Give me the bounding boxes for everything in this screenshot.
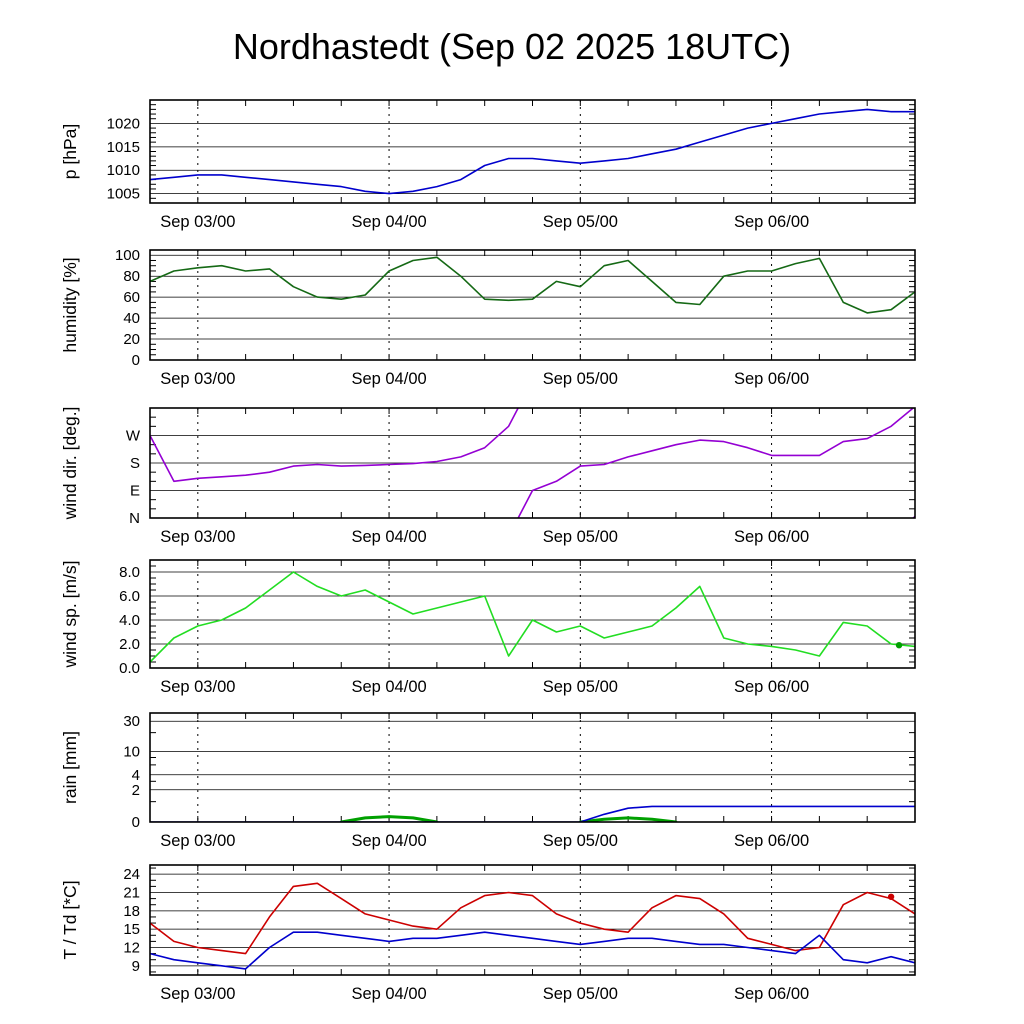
chart-title: Nordhastedt (Sep 02 2025 18UTC) — [232, 26, 792, 67]
y-tick-label: 1005 — [107, 186, 140, 203]
series-temperature — [150, 882, 915, 955]
x-tick-label: Sep 03/00 — [160, 678, 235, 696]
x-tick-label: Sep 03/00 — [160, 832, 235, 850]
y-tick-label: 0 — [132, 352, 140, 369]
y-tick-label: 1020 — [107, 115, 140, 132]
x-tick-label: Sep 05/00 — [543, 528, 618, 546]
y-tick-label: 10 — [123, 744, 140, 761]
x-tick-label: Sep 04/00 — [351, 985, 426, 1003]
x-tick-label: Sep 04/00 — [351, 213, 426, 231]
y-tick-label: 60 — [123, 289, 140, 306]
data-point-marker-wind-speed — [895, 642, 903, 649]
plot-box — [149, 249, 916, 361]
x-tick-label: Sep 05/00 — [543, 832, 618, 850]
y-tick-label: 40 — [123, 310, 140, 327]
y-tick-label: 1015 — [107, 139, 140, 156]
y-axis-label: T / Td [*C] — [60, 880, 80, 959]
y-tick-label: 100 — [115, 247, 140, 264]
plot-box — [149, 407, 916, 519]
y-axis-label: rain [mm] — [60, 731, 80, 804]
y-tick-label: 12 — [123, 940, 140, 957]
y-tick-label: 2 — [132, 782, 140, 799]
y-tick-label: 1010 — [107, 162, 140, 179]
series-group-pressure — [150, 108, 915, 195]
y-tick-label: 8.0 — [119, 564, 140, 581]
x-tick-label: Sep 05/00 — [543, 213, 618, 231]
series-group-humidity — [150, 256, 915, 314]
data-point-marker-temperature — [887, 893, 895, 900]
series-rain-rate — [339, 815, 439, 822]
y-tick-label: E — [130, 483, 140, 500]
x-tick-label: Sep 03/00 — [160, 213, 235, 231]
x-tick-label: Sep 06/00 — [734, 528, 809, 546]
y-tick-label: 6.0 — [119, 588, 140, 605]
x-tick-label: Sep 06/00 — [734, 370, 809, 388]
y-tick-label: 0 — [132, 814, 140, 831]
series-wind-speed — [150, 571, 915, 663]
plot-box — [149, 559, 916, 669]
x-tick-label: Sep 04/00 — [351, 832, 426, 850]
x-tick-label: Sep 03/00 — [160, 985, 235, 1003]
series-humidity — [150, 256, 915, 314]
y-tick-label: 0.0 — [119, 660, 140, 677]
x-tick-label: Sep 05/00 — [543, 370, 618, 388]
series-pressure — [150, 108, 915, 195]
y-tick-label: 30 — [123, 713, 140, 730]
panel-humidity: 0 20 40 60 80 100 Sep 03/00 Sep 04/00 Sep 05/00 S… — [60, 247, 916, 388]
series-dewpoint — [150, 931, 915, 970]
y-tick-label: 21 — [123, 885, 140, 902]
y-tick-label: 24 — [123, 866, 140, 883]
y-axis-label: wind dir. [deg.] — [60, 407, 80, 521]
x-tick-label: Sep 06/00 — [734, 832, 809, 850]
y-axis-label: wind sp. [m/s] — [60, 561, 80, 669]
y-tick-label: N — [129, 510, 140, 527]
x-tick-label: Sep 05/00 — [543, 678, 618, 696]
y-tick-label: S — [130, 455, 140, 472]
y-tick-label: 15 — [123, 921, 140, 938]
x-tick-label: Sep 05/00 — [543, 985, 618, 1003]
x-tick-label: Sep 04/00 — [351, 528, 426, 546]
series-wind-direction — [517, 408, 915, 518]
series-group-temperature-dewpoint — [150, 882, 915, 970]
x-tick-label: Sep 04/00 — [351, 370, 426, 388]
y-tick-label: 4 — [132, 767, 140, 784]
y-tick-label: 20 — [123, 331, 140, 348]
x-tick-label: Sep 06/00 — [734, 678, 809, 696]
series-group-wind-direction — [150, 408, 915, 518]
series-wind-direction — [911, 515, 915, 518]
series-rain-rate — [578, 816, 678, 822]
y-tick-label: 9 — [132, 958, 140, 975]
y-tick-label: 18 — [123, 903, 140, 920]
plot-box — [149, 712, 916, 823]
y-tick-label: W — [126, 428, 141, 445]
y-tick-label: 2.0 — [119, 636, 140, 653]
panel-pressure: 1005 1010 1015 1020 Sep 03/00 Sep 04/00 Sep 05… — [60, 99, 916, 231]
x-tick-label: Sep 03/00 — [160, 370, 235, 388]
x-tick-label: Sep 04/00 — [351, 678, 426, 696]
y-axis-label: humidity [%] — [60, 257, 80, 352]
panel-wind-speed: 0.0 2.0 4.0 6.0 8.0 Sep 03/00 Sep 04/00 Sep 05/… — [60, 559, 916, 696]
x-tick-label: Sep 03/00 — [160, 528, 235, 546]
plot-box — [149, 864, 916, 976]
series-group-rain — [150, 805, 915, 822]
series-wind-direction — [150, 408, 520, 483]
y-tick-label: 4.0 — [119, 612, 140, 629]
panel-rain: 0 24 10 30 Sep 03/00 Sep 04/00 Sep 05/00 Sep 06… — [60, 712, 916, 850]
series-group-wind-speed — [150, 571, 915, 663]
x-tick-label: Sep 06/00 — [734, 985, 809, 1003]
plot-box — [149, 99, 916, 204]
x-tick-label: Sep 06/00 — [734, 213, 809, 231]
series-rain-accumulated — [150, 805, 915, 822]
y-axis-label: p [hPa] — [60, 124, 80, 179]
y-tick-label: 80 — [123, 268, 140, 285]
